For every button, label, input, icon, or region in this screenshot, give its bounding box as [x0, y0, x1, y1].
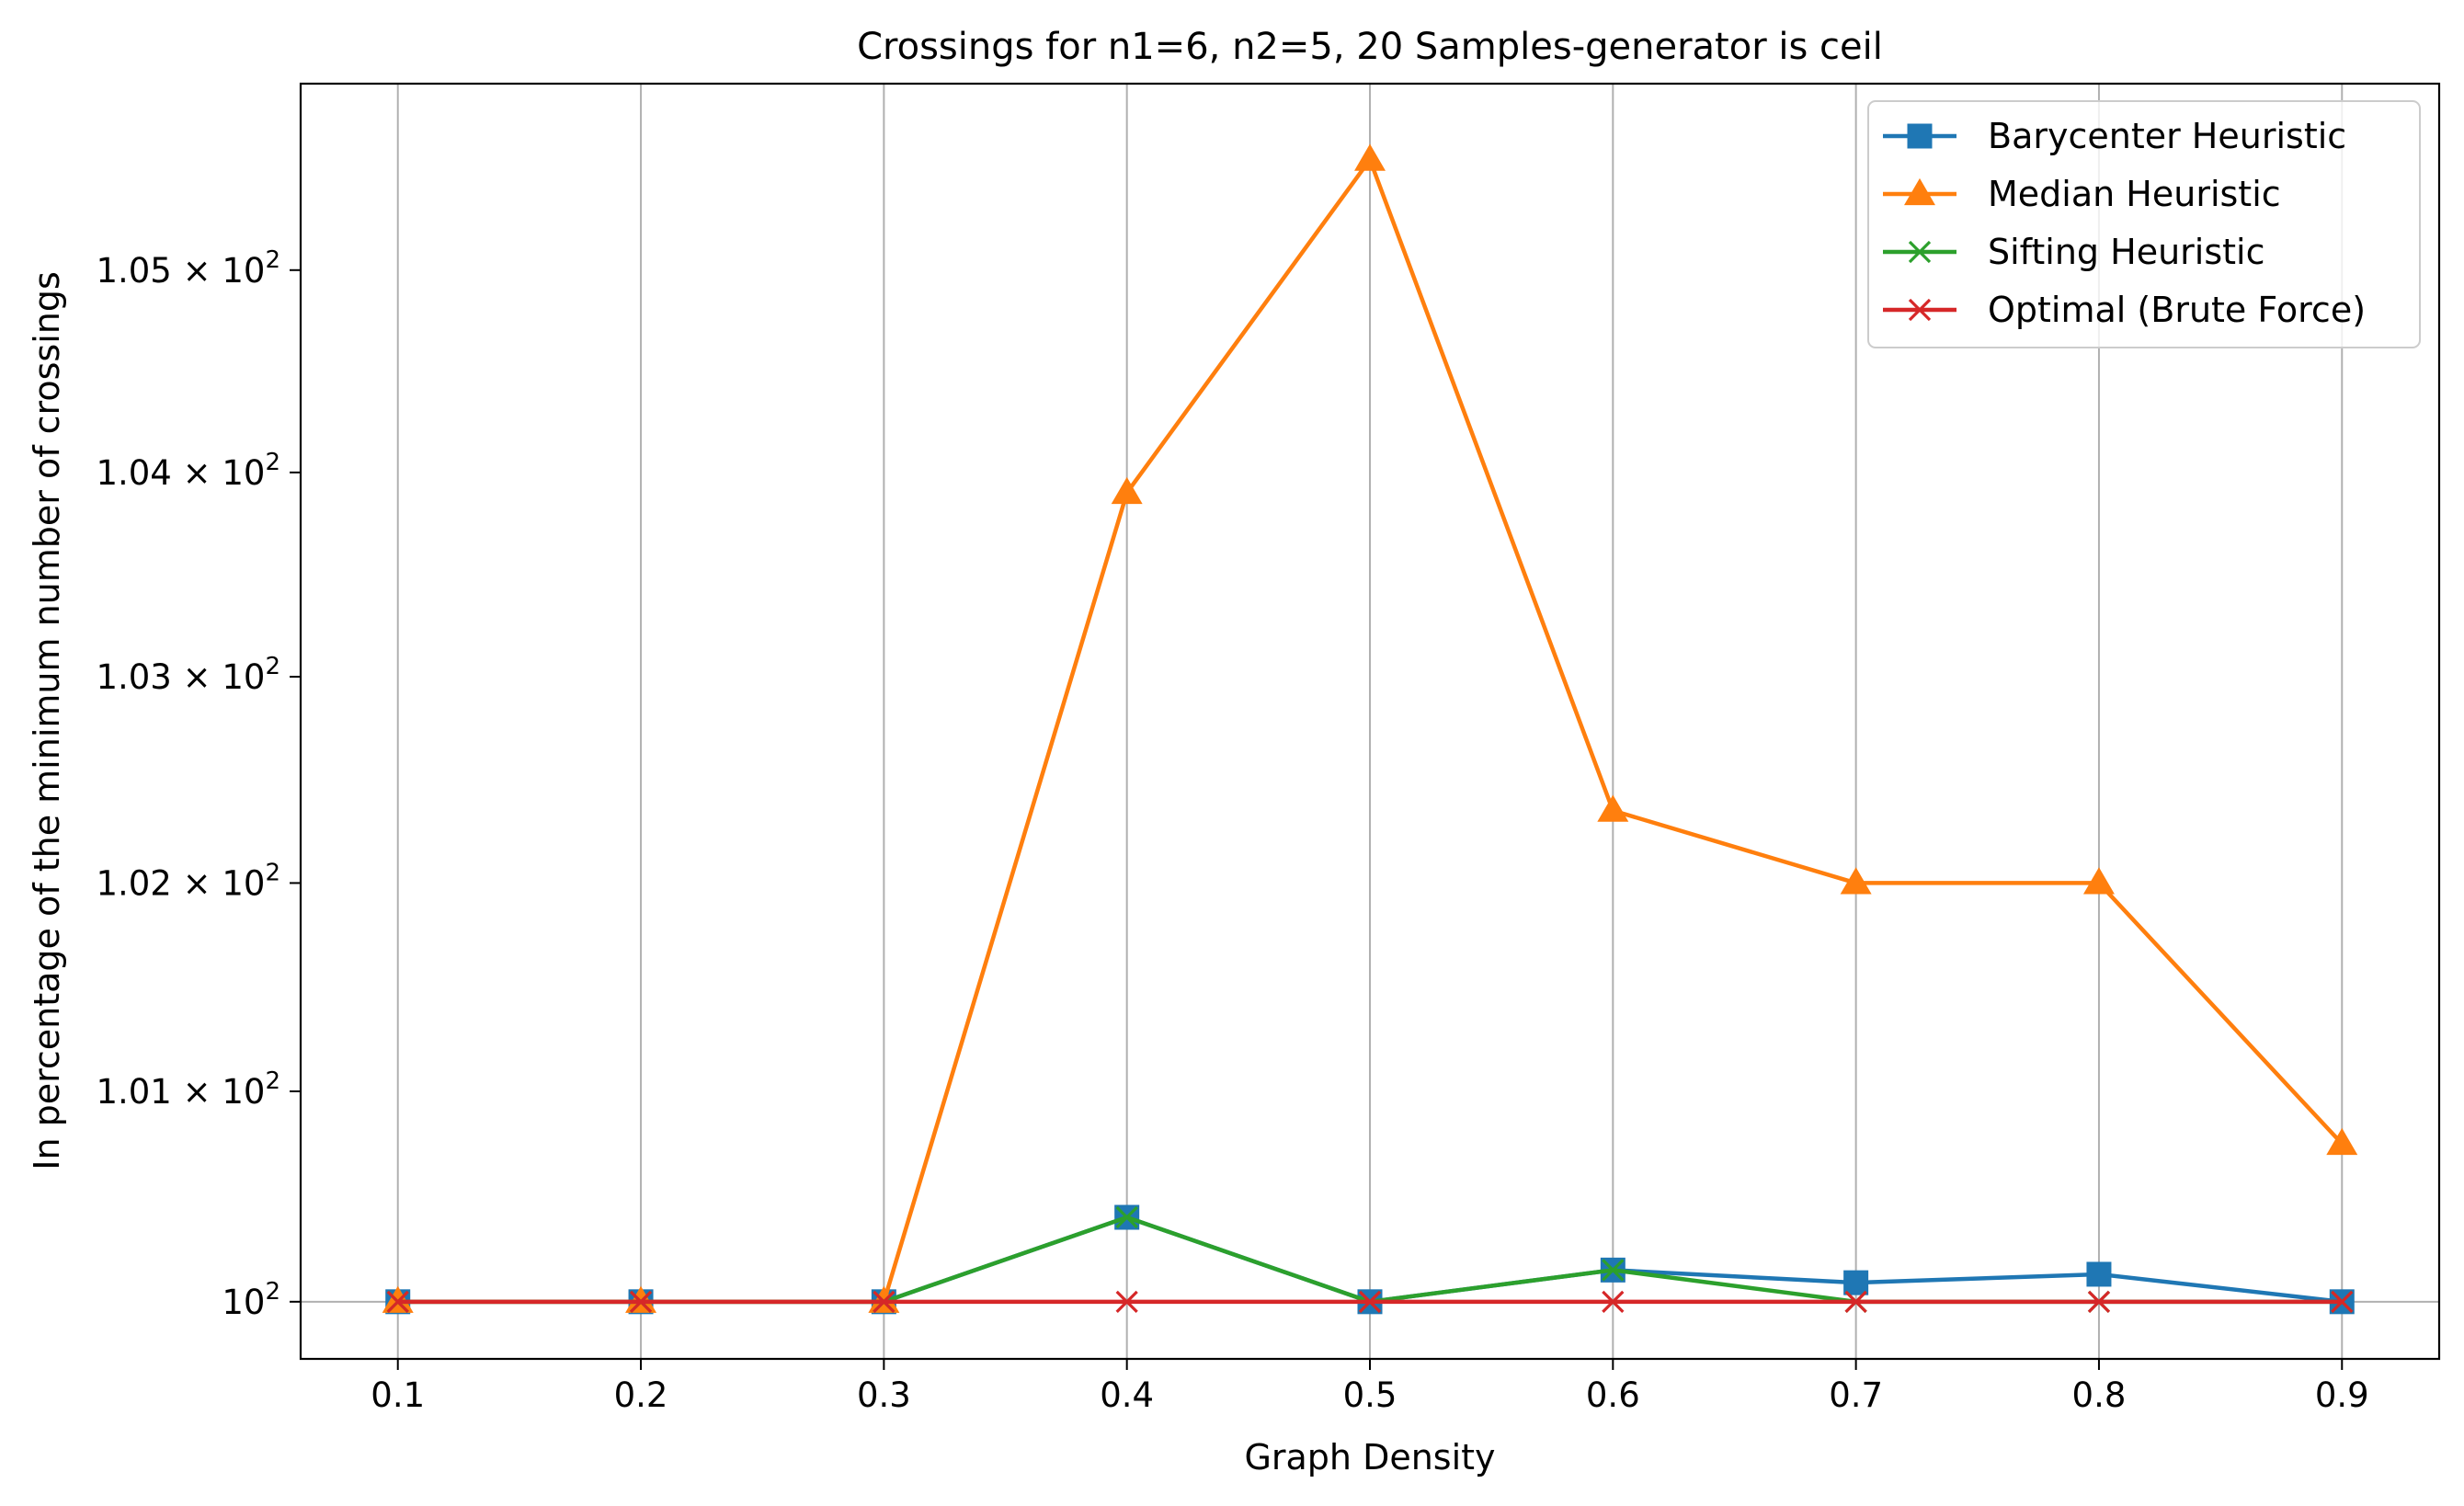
x-tick-label: 0.5	[1343, 1375, 1397, 1415]
legend-label: Median Heuristic	[1988, 174, 2281, 214]
data-point	[1354, 143, 1386, 171]
series-layer	[382, 143, 2358, 1315]
y-tick-label: 1.01 × 102	[96, 1067, 280, 1112]
legend-entry: Sifting Heuristic	[1883, 232, 2265, 272]
data-point	[1907, 123, 1933, 149]
data-point	[2087, 1290, 2111, 1313]
y-tick-label: 1.03 × 102	[96, 653, 280, 697]
x-axis: 0.1 0.2 0.3 0.4 0.5 0.6 0.7 0.8 0.9	[371, 1359, 2369, 1415]
data-point	[1908, 240, 1932, 264]
legend-entry: Optimal (Brute Force)	[1883, 290, 2366, 330]
x-tick-label: 0.1	[371, 1375, 425, 1415]
data-point	[1844, 1290, 1867, 1313]
chart-title: Crossings for n1=6, n2=5, 20 Samples-gen…	[857, 26, 1883, 68]
data-point	[1602, 1290, 1625, 1313]
y-tick-label: 1.05 × 102	[96, 246, 280, 291]
data-point	[1904, 177, 1935, 206]
legend-label: Optimal (Brute Force)	[1988, 290, 2366, 330]
x-tick-label: 0.3	[857, 1375, 911, 1415]
x-axis-label: Graph Density	[1244, 1437, 1495, 1477]
data-point	[1908, 298, 1932, 322]
legend-entry: Median Heuristic	[1883, 174, 2281, 214]
x-tick-label: 0.9	[2315, 1375, 2369, 1415]
x-tick-label: 0.6	[1586, 1375, 1640, 1415]
data-point	[2326, 1127, 2358, 1156]
data-point	[873, 1290, 895, 1313]
data-point	[2086, 1261, 2112, 1287]
data-point	[1358, 1290, 1382, 1313]
y-axis-label: In percentage of the minimum number of c…	[27, 271, 67, 1170]
legend-label: Sifting Heuristic	[1988, 232, 2265, 272]
legend-box	[1867, 100, 2421, 348]
y-tick-label: 102	[222, 1278, 280, 1322]
data-point	[2331, 1290, 2354, 1313]
x-tick-label: 0.8	[2072, 1375, 2127, 1415]
legend: Barycenter Heuristic Median Heuristic Sift…	[1867, 100, 2421, 348]
data-point	[2082, 867, 2115, 895]
data-point	[1602, 1259, 1625, 1282]
x-tick-label: 0.2	[614, 1375, 668, 1415]
data-point	[1115, 1290, 1138, 1313]
y-tick-label: 1.04 × 102	[96, 449, 280, 493]
data-point	[1840, 867, 1872, 895]
data-point	[1843, 1270, 1869, 1295]
data-point	[1111, 476, 1143, 505]
legend-entry: Barycenter Heuristic	[1883, 116, 2346, 156]
data-point	[1597, 794, 1629, 822]
data-point	[629, 1290, 653, 1313]
y-axis: 102 1.01 × 102 1.02 × 102 1.03 × 102 1.04 × …	[96, 246, 301, 1322]
data-point	[1115, 1205, 1138, 1229]
series-optimal-brute-force	[386, 1290, 2354, 1313]
x-tick-label: 0.7	[1829, 1375, 1883, 1415]
y-tick-label: 1.02 × 102	[96, 859, 280, 903]
data-point	[386, 1290, 409, 1313]
x-tick-label: 0.4	[1100, 1375, 1154, 1415]
legend-label: Barycenter Heuristic	[1988, 116, 2346, 156]
